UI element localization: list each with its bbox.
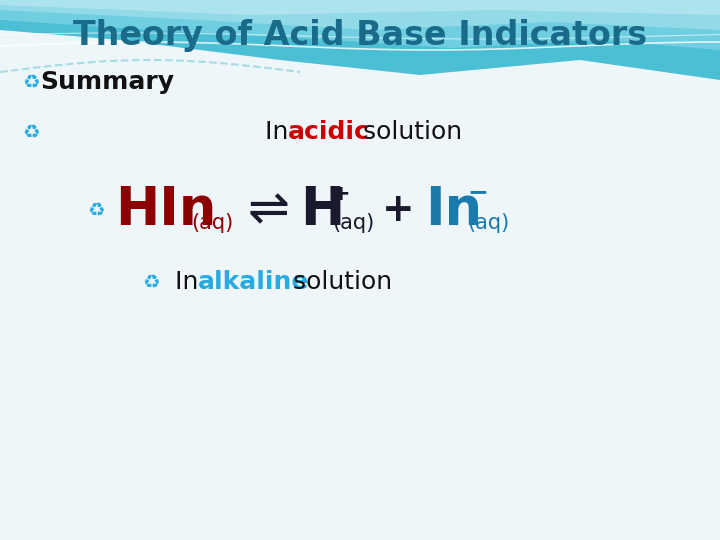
- Polygon shape: [0, 0, 720, 80]
- Text: H: H: [300, 184, 344, 236]
- Text: (aq): (aq): [467, 213, 509, 233]
- Text: In: In: [425, 184, 482, 236]
- Text: ♻: ♻: [22, 123, 40, 141]
- Text: In: In: [175, 270, 207, 294]
- Text: alkaline: alkaline: [198, 270, 310, 294]
- Text: (aq): (aq): [191, 213, 233, 233]
- Text: Theory of Acid Base Indicators: Theory of Acid Base Indicators: [73, 18, 647, 51]
- Text: +: +: [382, 191, 414, 229]
- Text: +: +: [332, 184, 351, 204]
- Text: solution: solution: [285, 270, 392, 294]
- Text: −: −: [467, 180, 488, 204]
- Text: ⇌: ⇌: [248, 186, 290, 234]
- Text: ♻: ♻: [87, 200, 104, 219]
- Text: HIn: HIn: [115, 184, 217, 236]
- Text: solution: solution: [355, 120, 462, 144]
- Text: acidic: acidic: [288, 120, 370, 144]
- Text: Summary: Summary: [40, 70, 174, 94]
- Text: In: In: [265, 120, 297, 144]
- Text: (aq): (aq): [332, 213, 374, 233]
- Polygon shape: [0, 0, 720, 15]
- Polygon shape: [0, 0, 720, 30]
- Polygon shape: [0, 0, 720, 50]
- Text: ♻: ♻: [22, 72, 40, 91]
- Text: ♻: ♻: [142, 273, 160, 292]
